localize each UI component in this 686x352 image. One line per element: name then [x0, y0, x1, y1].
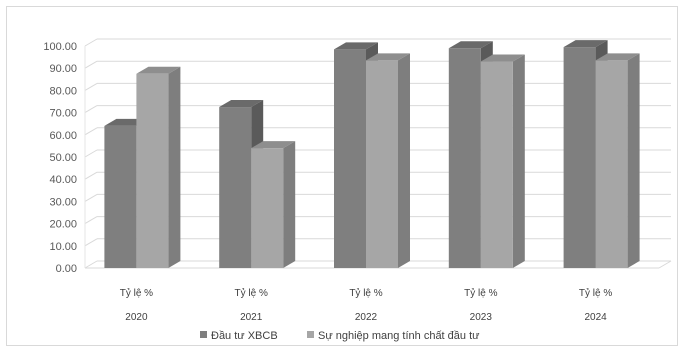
bar-top — [366, 53, 410, 61]
legend-label: Đầu tư XBCB — [211, 330, 278, 342]
y-tick-label: 0.00 — [56, 263, 77, 275]
y-tick-label: 30.00 — [49, 196, 77, 208]
bar-top — [251, 141, 296, 149]
bar-front — [448, 48, 481, 268]
chart-frame: 0.00 10.00 20.00 30.00 40.00 50.00 60.00 70.00 8… — [6, 6, 678, 346]
bar-front — [136, 73, 169, 268]
gridline-depth — [84, 127, 98, 136]
y-tick-label: 70.00 — [49, 108, 77, 120]
x-category-label: Tỷ lệ % — [579, 287, 612, 299]
gridline-depth — [84, 149, 98, 158]
bar-2-1 — [366, 53, 410, 269]
bar-top — [595, 53, 640, 61]
bar-front — [251, 148, 284, 268]
y-tick-label: 100.00 — [43, 41, 77, 53]
legend: Đầu tư XBCB Sự nghiệp mang tính chất đầu … — [200, 330, 480, 342]
gridline-depth — [84, 260, 98, 269]
bar-3-1 — [480, 54, 525, 268]
gridline-depth — [84, 171, 98, 180]
x-category-label: Tỷ lệ % — [349, 287, 382, 299]
bar-top — [334, 42, 378, 50]
gridline-depth — [84, 82, 98, 91]
x-category-year: 2020 — [125, 312, 148, 323]
bar-front — [563, 47, 596, 268]
bar-side — [627, 53, 640, 269]
x-category-year: 2023 — [470, 312, 493, 323]
legend-label: Sự nghiệp mang tính chất đầu tư — [318, 330, 480, 342]
legend-swatch — [200, 331, 207, 338]
bar-top — [448, 41, 493, 49]
bar-side — [168, 66, 181, 268]
floor-right-edge — [658, 260, 672, 269]
x-axis-categories: Tỷ lệ % 2020 Tỷ lệ % 2021 Tỷ lệ % 2022 Tỷ lệ %… — [120, 287, 613, 323]
bar-top — [136, 66, 181, 74]
y-tick-label: 50.00 — [49, 152, 77, 164]
bar-1-0 — [219, 100, 264, 268]
bar-4-1 — [595, 53, 640, 269]
gridline-depth — [84, 105, 98, 114]
y-tick-label: 80.00 — [49, 85, 77, 97]
gridline-depth — [84, 60, 98, 69]
x-category-label: Tỷ lệ % — [464, 287, 497, 299]
bars — [104, 40, 640, 269]
gridline-depth — [84, 193, 98, 202]
bar-front — [104, 125, 137, 268]
bar-top — [219, 100, 264, 108]
gridline-depth — [84, 216, 98, 225]
bar-front — [334, 49, 366, 268]
gridline-depth — [84, 38, 98, 47]
x-category-label: Tỷ lệ % — [235, 287, 268, 299]
bar-front — [366, 60, 398, 269]
bar-front — [219, 107, 252, 268]
x-category-year: 2022 — [355, 312, 378, 323]
y-axis-ticks: 0.00 10.00 20.00 30.00 40.00 50.00 60.00 70.00 8… — [43, 41, 77, 275]
bar-side — [512, 54, 525, 268]
bar-front — [480, 61, 513, 268]
gridline-depth — [84, 238, 98, 247]
x-category-year: 2024 — [584, 312, 607, 323]
y-tick-label: 10.00 — [49, 241, 77, 253]
bar-side — [398, 53, 410, 269]
y-tick-label: 40.00 — [49, 174, 77, 186]
x-category-year: 2021 — [240, 312, 263, 323]
bar-chart: 0.00 10.00 20.00 30.00 40.00 50.00 60.00 70.00 8… — [43, 38, 672, 342]
bar-front — [595, 60, 628, 269]
legend-swatch — [307, 331, 314, 338]
x-category-label: Tỷ lệ % — [120, 287, 153, 299]
y-tick-label: 90.00 — [49, 63, 77, 75]
bar-0-1 — [136, 66, 181, 268]
bar-1-1 — [251, 141, 296, 268]
y-tick-label: 60.00 — [49, 130, 77, 142]
bar-side — [283, 141, 296, 268]
bar-top — [563, 40, 608, 48]
y-tick-label: 20.00 — [49, 219, 77, 231]
bar-top — [480, 54, 525, 62]
